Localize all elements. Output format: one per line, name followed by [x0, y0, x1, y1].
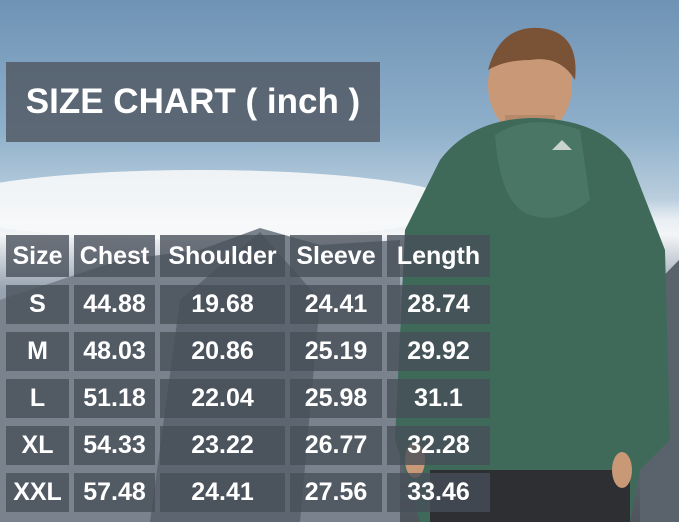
cell-size: XXL [6, 473, 69, 512]
cell-length: 29.92 [387, 332, 490, 371]
cell-shoulder: 24.41 [160, 473, 285, 512]
cell-size: M [6, 332, 69, 371]
cell-shoulder: 23.22 [160, 426, 285, 465]
cell-sleeve: 27.56 [290, 473, 382, 512]
cell-size: XL [6, 426, 69, 465]
column-header-size: Size [6, 235, 69, 277]
cell-shoulder: 20.86 [160, 332, 285, 371]
man-in-jacket [395, 27, 670, 522]
cell-size: L [6, 379, 69, 418]
cell-length: 28.74 [387, 285, 490, 324]
column-header-chest: Chest [74, 235, 155, 277]
cell-length: 31.1 [387, 379, 490, 418]
column-header-sleeve: Sleeve [290, 235, 382, 277]
cell-shoulder: 19.68 [160, 285, 285, 324]
cell-chest: 54.33 [74, 426, 155, 465]
cell-sleeve: 26.77 [290, 426, 382, 465]
cell-length: 33.46 [387, 473, 490, 512]
cell-sleeve: 25.98 [290, 379, 382, 418]
cloud [0, 170, 460, 240]
column-header-shoulder: Shoulder [160, 235, 285, 277]
cell-chest: 57.48 [74, 473, 155, 512]
cell-shoulder: 22.04 [160, 379, 285, 418]
column-header-length: Length [387, 235, 490, 277]
cell-sleeve: 25.19 [290, 332, 382, 371]
cell-chest: 51.18 [74, 379, 155, 418]
cell-chest: 48.03 [74, 332, 155, 371]
cell-length: 32.28 [387, 426, 490, 465]
size-chart-title: SIZE CHART ( inch ) [6, 62, 380, 142]
cell-chest: 44.88 [74, 285, 155, 324]
cell-sleeve: 24.41 [290, 285, 382, 324]
cell-size: S [6, 285, 69, 324]
